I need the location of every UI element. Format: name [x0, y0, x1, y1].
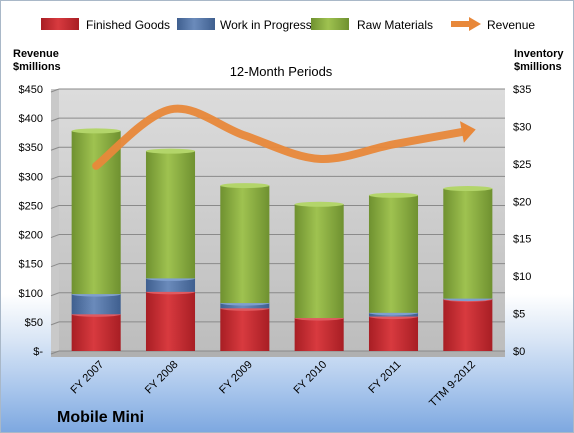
gridline-side: [50, 292, 60, 297]
revenue-line: [92, 104, 472, 170]
gridlines: [50, 88, 505, 355]
bar-raw-materials: [443, 188, 493, 299]
bar-top-raw-materials: [220, 183, 270, 189]
bar-top-raw-materials: [294, 201, 344, 207]
left-tick-label: $450: [19, 84, 43, 96]
bar-work-in-progress: [71, 294, 121, 315]
bar-work-in-progress: [220, 303, 270, 309]
right-axis-ticks: $0 $5 $10 $15 $20 $25 $30 $35: [513, 84, 531, 358]
bars: [71, 128, 493, 351]
gridline-side: [50, 88, 60, 93]
bar-raw-materials: [220, 185, 270, 304]
gridline-side: [50, 175, 60, 180]
left-tick-label: $-: [33, 346, 43, 358]
bar-top-raw-materials: [71, 128, 121, 134]
revenue-arrowhead: [459, 121, 476, 143]
gridline-side: [50, 263, 60, 268]
plot-wall-side: [51, 89, 59, 351]
plot-title: 12-Month Periods: [230, 64, 333, 79]
legend-swatch-work-in-progress: [177, 18, 215, 30]
right-tick-label: $25: [513, 159, 531, 171]
gridline-side: [50, 350, 60, 355]
left-tick-label: $200: [19, 230, 43, 242]
bar-raw-materials: [294, 204, 344, 319]
right-tick-label: $5: [513, 309, 525, 321]
legend: Finished Goods Work in Progress Raw Mate…: [41, 17, 535, 32]
x-tick-label: FY 2008: [143, 359, 181, 397]
bar-raw-materials: [368, 195, 419, 313]
left-tick-label: $350: [19, 142, 43, 154]
left-tick-label: $50: [25, 317, 43, 329]
bar-work-in-progress: [145, 278, 196, 292]
x-tick-label: FY 2009: [217, 359, 255, 397]
left-tick-label: $100: [19, 288, 43, 300]
plot-floor: [51, 351, 505, 357]
bar-top-raw-materials: [368, 192, 419, 198]
bar-finished-goods: [368, 316, 419, 351]
left-tick-label: $400: [19, 113, 43, 125]
bar-finished-goods: [220, 308, 270, 351]
right-tick-label: $15: [513, 234, 531, 246]
legend-label-finished-goods: Finished Goods: [86, 18, 170, 32]
x-tick-label: FY 2007: [69, 359, 107, 397]
bar-finished-goods: [145, 291, 196, 351]
legend-arrowhead-revenue: [469, 17, 481, 31]
left-tick-label: $150: [19, 259, 43, 271]
right-tick-label: $35: [513, 84, 531, 96]
left-tick-label: $300: [19, 171, 43, 183]
bar-top-raw-materials: [145, 148, 196, 154]
left-tick-label: $250: [19, 200, 43, 212]
right-tick-label: $20: [513, 196, 531, 208]
right-tick-label: $30: [513, 121, 531, 133]
gridline-side: [50, 321, 60, 326]
gridline-side: [50, 204, 60, 209]
bar-raw-materials: [145, 151, 196, 279]
gridline-side: [50, 117, 60, 122]
left-axis-title-line2: $millions: [13, 61, 61, 73]
gridline-side: [50, 234, 60, 239]
bar-finished-goods: [443, 299, 493, 351]
bar-finished-goods: [71, 314, 121, 351]
legend-label-work-in-progress: Work in Progress: [220, 18, 312, 32]
bar-raw-materials: [71, 130, 121, 295]
plot-area: [59, 89, 505, 351]
x-axis-ticks: FY 2007 FY 2008 FY 2009 FY 2010 FY 2011 TTM 9…: [69, 359, 478, 410]
legend-label-revenue: Revenue: [487, 18, 535, 32]
legend-label-raw-materials: Raw Materials: [357, 18, 433, 32]
right-tick-label: $0: [513, 346, 525, 358]
x-tick-label: FY 2010: [292, 359, 330, 397]
bar-finished-goods: [294, 318, 344, 351]
company-name: Mobile Mini: [57, 409, 144, 426]
right-axis-title-line1: Inventory: [514, 48, 564, 60]
revenue-line-layer: [92, 104, 476, 170]
right-axis-title-line2: $millions: [514, 61, 562, 73]
left-axis-ticks: $- $50 $100 $150 $200 $250 $300 $350 $400 $450: [19, 84, 44, 358]
x-tick-label: FY 2011: [366, 359, 403, 396]
gridline-side: [50, 146, 60, 151]
bar-top-raw-materials: [443, 186, 493, 192]
left-axis-title-line1: Revenue: [13, 48, 59, 60]
legend-swatch-raw-materials: [311, 18, 349, 30]
legend-swatch-finished-goods: [41, 18, 79, 30]
right-tick-label: $10: [513, 271, 531, 283]
x-tick-label: TTM 9-2012: [427, 359, 478, 410]
